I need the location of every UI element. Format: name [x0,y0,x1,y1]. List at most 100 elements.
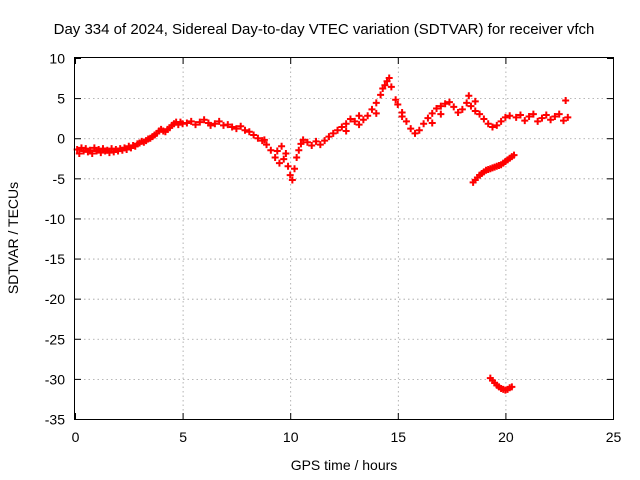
data-point [560,117,568,125]
data-point [241,126,249,134]
data-point [387,83,395,91]
data-point [291,165,299,173]
data-point [493,121,501,129]
x-tick-label: 20 [498,429,514,445]
axis-ticks [75,58,614,420]
x-axis-label: GPS time / hours [291,457,398,473]
data-point [538,114,546,122]
data-point [325,133,333,141]
data-point [497,117,505,125]
data-point [392,96,400,104]
data-point [525,113,533,121]
data-point [342,127,350,135]
data-point [260,136,268,144]
x-tick-label: 15 [391,429,407,445]
data-point [346,115,354,123]
data-point [75,149,83,157]
data-point [437,110,445,118]
data-point [364,112,372,120]
data-point [321,137,329,145]
data-point [295,146,303,154]
data-point [372,109,380,117]
data-point [334,126,342,134]
data-point [254,134,262,142]
data-point [288,176,296,184]
data-point [97,149,105,157]
data-point [512,113,520,121]
data-point [381,81,389,89]
x-tick-label: 25 [606,429,622,445]
data-point [551,113,559,121]
y-tick-label: -10 [45,211,65,227]
y-tick-label: -15 [45,251,65,267]
data-point [480,115,488,123]
data-point [547,116,555,124]
plot-frame [74,57,614,420]
y-tick-label: -20 [45,291,65,307]
data-point [562,97,570,105]
data-point [437,102,445,110]
y-tick-label: -35 [45,412,65,428]
data-point [196,118,204,126]
data-point [359,116,367,124]
data-point [501,113,509,121]
x-tick-label: 10 [283,429,299,445]
data-point [424,114,432,122]
data-point [385,74,393,82]
data-point [338,123,346,131]
data-points [73,74,572,394]
chart-title: Day 334 of 2024, Sidereal Day-to-day VTE… [54,21,595,38]
data-point [329,129,337,137]
y-tick-label: -5 [53,171,66,187]
data-point [316,141,324,149]
data-point [278,142,286,150]
data-point [250,131,258,139]
data-point [377,91,385,99]
data-point [271,153,279,161]
data-point [450,103,458,111]
data-point [308,141,316,149]
data-point [542,111,550,119]
data-point [454,109,462,117]
data-point [224,121,232,129]
data-point [529,110,537,118]
data-point [211,120,219,128]
data-point [428,119,436,127]
data-point [516,111,524,119]
data-point [458,105,466,113]
data-point [284,162,292,170]
data-point [433,105,441,113]
x-tick-labels: 0 5 10 15 20 25 [72,429,622,445]
data-point [275,159,283,167]
y-tick-label: 10 [49,51,65,67]
data-point [351,117,359,125]
data-point [407,125,415,133]
data-point [564,113,572,121]
data-point [263,141,271,149]
data-point [286,171,294,179]
data-point [273,147,281,155]
data-point [303,138,311,146]
data-point [280,155,288,163]
data-point [521,117,529,125]
data-point [228,123,236,131]
data-point [297,140,305,148]
data-point [215,117,223,125]
data-point [415,126,423,134]
data-point [471,107,479,115]
data-point [372,99,380,107]
y-tick-label: 5 [57,91,65,107]
y-tick-label: 0 [57,131,65,147]
data-point [402,117,410,125]
data-point [293,153,301,161]
data-point [506,112,514,120]
data-point [484,120,492,128]
data-point [463,99,471,107]
data-point [465,92,473,100]
data-point [355,112,363,120]
data-point [420,120,428,128]
data-point [267,146,275,154]
data-point [282,149,290,157]
x-tick-label: 0 [72,429,80,445]
data-point [488,123,496,131]
